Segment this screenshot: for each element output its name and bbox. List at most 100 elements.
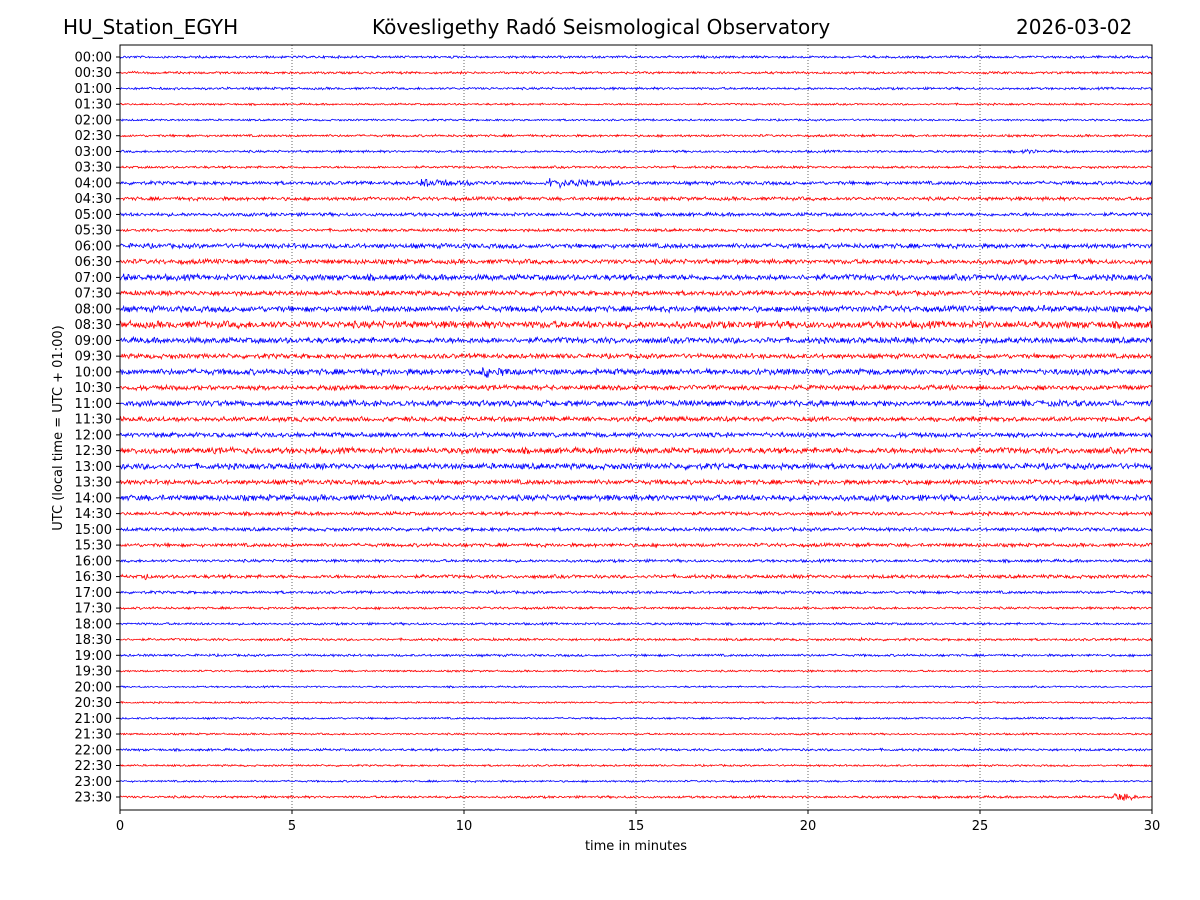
y-tick-label: 05:30: [75, 224, 112, 239]
plot-frame: [119, 44, 1153, 811]
y-tick-label: 03:30: [75, 161, 112, 176]
y-tick-label: 15:30: [75, 539, 112, 554]
trace-1530: [119, 541, 1153, 549]
trace-2200: [119, 747, 1153, 753]
trace-1300: [119, 461, 1153, 472]
trace-2100: [119, 716, 1153, 721]
y-tick-label: 12:30: [75, 444, 112, 459]
trace-2130: [119, 731, 1153, 737]
x-tick-label: 25: [972, 819, 989, 834]
trace-1030: [119, 383, 1153, 392]
trace-1930: [119, 669, 1153, 674]
y-tick-label: 11:30: [75, 413, 112, 428]
trace-2000: [119, 685, 1152, 689]
y-tick-label: 16:00: [75, 554, 112, 569]
y-tick-label: 10:30: [75, 381, 112, 396]
y-tick-label: 19:30: [75, 665, 112, 680]
trace-0130: [119, 102, 1153, 107]
trace-0000: [119, 54, 1153, 60]
y-tick-label: 11:00: [75, 397, 112, 412]
y-axis-label: UTC (local time = UTC + 01:00): [51, 325, 66, 530]
trace-1400: [119, 493, 1153, 503]
y-tick-label: 04:30: [75, 192, 112, 207]
y-tick-label: 07:00: [75, 271, 112, 286]
y-tick-label: 01:30: [75, 98, 112, 113]
trace-0100: [119, 86, 1153, 91]
y-tick-label: 22:00: [75, 743, 112, 758]
y-tick-label: 06:00: [75, 239, 112, 254]
y-tick-label: 09:30: [75, 350, 112, 365]
trace-1130: [119, 415, 1153, 424]
trace-1430: [119, 510, 1153, 518]
trace-2230: [119, 763, 1152, 768]
trace-0830: [119, 319, 1153, 330]
trace-1700: [119, 589, 1153, 596]
y-tick-label: 08:30: [75, 318, 112, 333]
y-tick-label: 00:30: [75, 66, 112, 81]
trace-2330: [119, 793, 1153, 802]
y-tick-label: 14:30: [75, 507, 112, 522]
station-name: HU_Station_EGYH: [63, 15, 239, 39]
y-tick-label: 03:00: [75, 145, 112, 160]
trace-1830: [119, 636, 1153, 642]
chart-title: Kövesligethy Radó Seismological Observat…: [372, 15, 831, 39]
y-tick-label: 21:30: [75, 728, 112, 743]
trace-1730: [119, 605, 1153, 611]
trace-1900: [119, 652, 1153, 658]
y-tick-label: 04:00: [75, 176, 112, 191]
trace-0500: [119, 211, 1153, 218]
trace-0400: [119, 178, 1153, 190]
x-tick-label: 30: [1144, 819, 1161, 834]
trace-0800: [119, 304, 1153, 314]
trace-0930: [119, 352, 1153, 361]
trace-1000: [119, 367, 1153, 378]
x-tick-label: 0: [116, 819, 124, 834]
trace-1330: [119, 478, 1153, 487]
trace-0630: [119, 257, 1153, 266]
y-tick-label: 23:00: [75, 775, 112, 790]
y-tick-label: 00:00: [75, 51, 112, 66]
trace-1500: [119, 525, 1153, 533]
x-tick-label: 5: [288, 819, 296, 834]
y-tick-label: 05:00: [75, 208, 112, 223]
trace-1200: [119, 430, 1153, 439]
y-tick-label: 21:00: [75, 712, 112, 727]
y-tick-label: 14:00: [75, 491, 112, 506]
y-tick-label: 06:30: [75, 255, 112, 270]
trace-0900: [119, 335, 1153, 345]
y-tick-label: 01:00: [75, 82, 112, 97]
y-tick-label: 09:00: [75, 334, 112, 349]
y-tick-label: 12:00: [75, 428, 112, 443]
y-tick-label: 17:00: [75, 586, 112, 601]
trace-1230: [119, 445, 1153, 456]
trace-0230: [119, 133, 1153, 139]
y-tick-label: 23:30: [75, 791, 112, 806]
trace-0530: [119, 227, 1153, 233]
trace-1100: [119, 398, 1153, 408]
y-tick-label: 13:00: [75, 460, 112, 475]
y-tick-label: 18:00: [75, 617, 112, 632]
y-tick-label: 08:00: [75, 302, 112, 317]
y-tick-label: 17:30: [75, 602, 112, 617]
trace-0600: [119, 241, 1153, 251]
trace-0030: [119, 70, 1153, 76]
y-tick-label: 02:00: [75, 113, 112, 128]
y-tick-label: 15:00: [75, 523, 112, 538]
trace-2300: [119, 779, 1153, 784]
trace-0330: [119, 164, 1153, 170]
y-tick-label: 02:30: [75, 129, 112, 144]
y-tick-label: 22:30: [75, 759, 112, 774]
trace-0430: [119, 195, 1153, 203]
trace-0730: [119, 289, 1153, 298]
y-tick-label: 20:00: [75, 680, 112, 695]
trace-0200: [119, 117, 1153, 122]
trace-1600: [119, 558, 1153, 564]
x-axis-label: time in minutes: [585, 839, 687, 854]
y-tick-label: 18:30: [75, 633, 112, 648]
x-tick-label: 20: [800, 819, 817, 834]
y-tick-label: 16:30: [75, 570, 112, 585]
trace-0700: [119, 272, 1153, 283]
y-tick-label: 19:00: [75, 649, 112, 664]
trace-0300: [119, 148, 1153, 155]
y-tick-label: 13:30: [75, 476, 112, 491]
